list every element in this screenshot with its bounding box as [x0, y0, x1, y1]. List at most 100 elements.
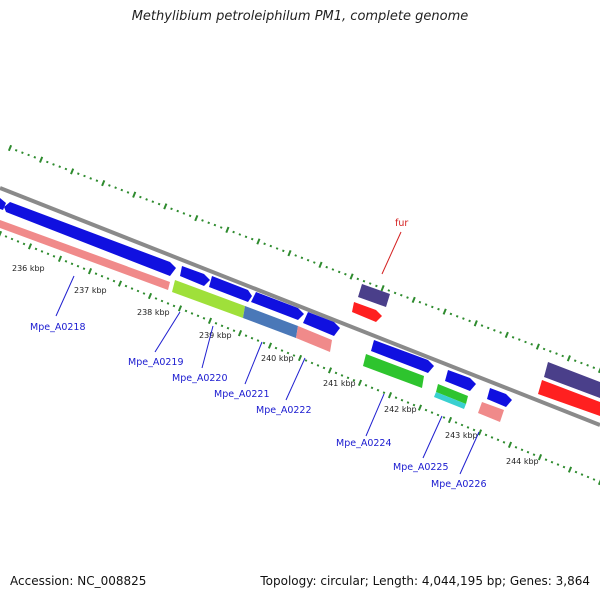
scale-minor-tick	[176, 209, 180, 213]
scale-minor-tick	[226, 326, 230, 330]
gene-label-mpe-a0220[interactable]: Mpe_A0220	[172, 373, 228, 384]
scale-minor-tick	[214, 321, 218, 325]
scale-minor-tick	[430, 411, 434, 414]
feature-arrow-mpe-a0224[interactable]	[371, 340, 434, 373]
scale-minor-tick	[418, 300, 422, 304]
scale-major-tick	[417, 404, 423, 411]
scale-major-tick	[297, 354, 303, 362]
scale-minor-tick	[306, 258, 310, 262]
scale-minor-tick	[166, 302, 170, 305]
scale-minor-tick	[592, 366, 596, 370]
scale-minor-tick	[213, 223, 217, 227]
scale-major-tick	[101, 179, 106, 187]
scale-minor-tick	[64, 167, 68, 171]
scale-minor-tick	[460, 423, 464, 427]
scale-minor-tick	[126, 191, 130, 194]
scale-minor-tick	[316, 364, 320, 367]
feature-block-mpe-a0225b[interactable]	[434, 392, 466, 409]
scale-minor-tick	[356, 277, 360, 281]
scale-minor-tick	[322, 366, 326, 370]
scale-minor-tick	[442, 416, 446, 419]
feature-block-mpe-a0222[interactable]	[296, 326, 332, 352]
scale-minor-tick	[399, 293, 403, 297]
scale-minor-tick	[530, 342, 534, 346]
gene-label-mpe-a0218[interactable]: Mpe_A0218	[30, 322, 86, 333]
scale-minor-tick	[16, 240, 20, 243]
feature-block-mpe-a0226[interactable]	[478, 402, 504, 422]
scale-major-tick	[194, 214, 199, 222]
scale-minor-tick	[182, 212, 186, 215]
gene-label-mpe-a0222[interactable]: Mpe_A0222	[256, 405, 312, 416]
scale-minor-tick	[196, 314, 200, 318]
scale-minor-tick	[586, 363, 589, 367]
scale-minor-tick	[172, 304, 176, 308]
scale-major-tick	[327, 367, 333, 374]
scale-minor-tick	[281, 249, 285, 253]
scale-major-tick	[597, 478, 600, 486]
scale-minor-tick	[548, 349, 552, 353]
scale-minor-tick	[424, 303, 428, 306]
scale-major-tick	[177, 305, 183, 312]
scale-major-tick	[411, 296, 416, 304]
scale-major-tick	[380, 285, 385, 292]
scale-minor-tick	[490, 436, 494, 439]
tick-labels: 236 kbp 237 kbp 238 kbp 239 kbp 240 kbp …	[12, 264, 539, 466]
scale-minor-tick	[190, 312, 194, 315]
feature-arrow-mpe-a0222[interactable]	[303, 312, 340, 336]
feature-block-mpe-a0225[interactable]	[436, 384, 468, 404]
feature-arrow-mpe-a0225[interactable]	[445, 370, 476, 391]
scale-minor-tick	[95, 179, 99, 183]
feature-arrow-mpe-a0220[interactable]	[209, 276, 252, 302]
scale-minor-tick	[592, 478, 596, 481]
scale-minor-tick	[493, 328, 496, 332]
scale-minor-tick	[10, 237, 14, 241]
feature-arrow-mpe-a0220a[interactable]	[180, 266, 210, 286]
scale-major-tick	[507, 441, 513, 448]
scale-minor-tick	[244, 235, 248, 239]
scale-minor-tick	[466, 426, 470, 429]
scale-minor-tick	[310, 361, 314, 365]
feature-block-mpe-a0219[interactable]	[172, 280, 245, 318]
scale-minor-tick	[112, 279, 116, 283]
scale-minor-tick	[130, 287, 134, 290]
scale-major-tick	[70, 168, 75, 175]
scale-minor-tick	[437, 307, 440, 311]
scale-minor-tick	[511, 335, 515, 339]
feature-block-misc[interactable]	[358, 284, 390, 307]
gene-label-mpe-a0225[interactable]: Mpe_A0225	[393, 462, 449, 473]
scale-minor-tick	[45, 160, 49, 164]
scale-minor-tick	[151, 200, 155, 204]
feature-block-misc-right[interactable]	[544, 362, 600, 398]
scale-major-tick	[318, 261, 323, 268]
scale-major-tick	[504, 331, 509, 339]
gene-label-mpe-a0219[interactable]: Mpe_A0219	[128, 357, 184, 368]
feature-block-mpe-a0221[interactable]	[243, 306, 298, 338]
scale-minor-tick	[375, 284, 378, 288]
accession-text: Accession: NC_008825	[10, 574, 147, 588]
scale-minor-tick	[142, 292, 146, 295]
feature-arrow-mpe-a0221[interactable]	[251, 292, 304, 320]
scale-minor-tick	[124, 284, 128, 288]
gene-label-mpe-a0224[interactable]: Mpe_A0224	[336, 438, 392, 449]
scale-minor-tick	[340, 374, 344, 377]
scale-minor-tick	[430, 305, 434, 309]
scale-major-tick	[117, 280, 123, 287]
gene-label-mpe-a0221[interactable]: Mpe_A0221	[214, 389, 270, 400]
tick-label: 236 kbp	[12, 264, 45, 273]
feature-arrow-fur[interactable]	[352, 302, 382, 322]
scale-minor-tick	[393, 291, 397, 295]
scale-minor-tick	[100, 274, 104, 278]
scale-major-tick	[447, 416, 453, 424]
feature-arrow-mpe-a0226[interactable]	[487, 388, 512, 407]
feature-block-mpe-a0224[interactable]	[363, 354, 424, 388]
feature-arrow-reverse-right[interactable]	[538, 380, 600, 416]
feature-arrow[interactable]	[0, 198, 6, 210]
feature-block-rrna[interactable]	[0, 220, 170, 290]
scale-major-tick	[163, 203, 168, 210]
feature-arrow-mpe-a0218[interactable]	[4, 202, 176, 276]
scale-minor-tick	[76, 264, 80, 268]
gene-label-mpe-a0226[interactable]: Mpe_A0226	[431, 479, 487, 490]
gene-label-fur[interactable]: fur	[395, 218, 408, 229]
scale-minor-tick	[145, 198, 148, 201]
scale-major-tick	[473, 320, 478, 327]
